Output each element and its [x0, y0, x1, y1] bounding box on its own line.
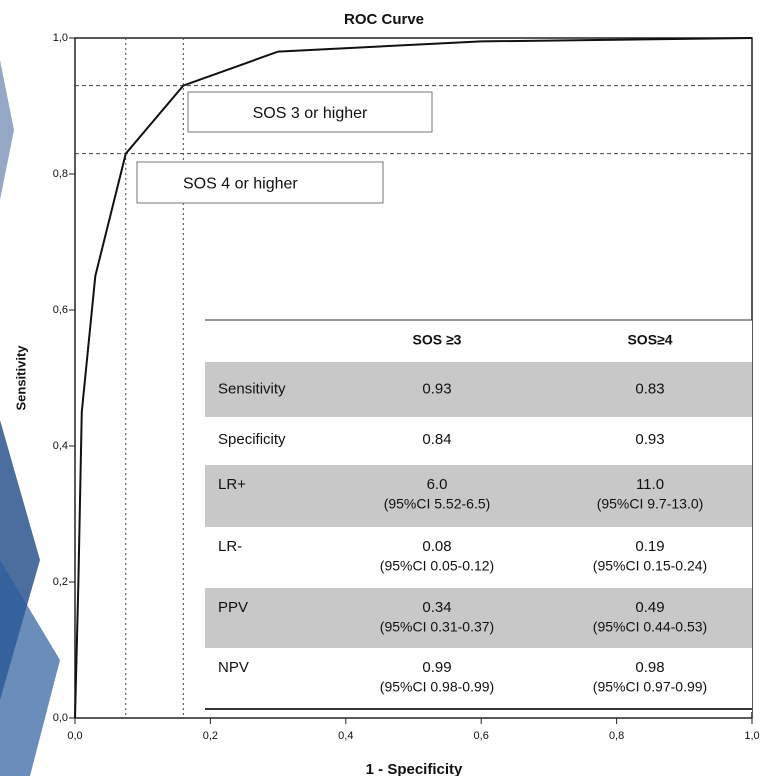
table-cell: (95%CI 9.7-13.0) [597, 496, 704, 512]
table-header: SOS≥4 [627, 332, 672, 348]
table-header: SOS ≥3 [413, 332, 462, 348]
row-label: LR- [218, 538, 242, 555]
table-cell: 0.34 [422, 599, 451, 616]
table-cell: 0.83 [635, 380, 664, 397]
y-tick-label: 0,6 [53, 304, 68, 316]
table-cell: 0.19 [635, 538, 664, 555]
x-tick-label: 1,0 [744, 730, 759, 742]
table-cell: (95%CI 0.98-0.99) [380, 679, 494, 695]
table-row-bg [205, 362, 752, 417]
decoration [0, 560, 60, 776]
table-cell: 0.49 [635, 599, 664, 616]
table-row-bg [205, 465, 752, 527]
y-tick-label: 0,0 [53, 712, 68, 724]
table-cell: 0.93 [422, 380, 451, 397]
table-row-bg [205, 588, 752, 648]
y-tick-label: 0,8 [53, 168, 68, 180]
table-cell: (95%CI 0.05-0.12) [380, 558, 494, 574]
y-tick-label: 0,4 [53, 440, 68, 452]
row-label: Specificity [218, 431, 286, 448]
table-cell: 0.84 [422, 431, 451, 448]
row-label: Sensitivity [218, 380, 286, 397]
row-label: LR+ [218, 476, 246, 493]
annotation: SOS 3 or higher [253, 105, 368, 122]
x-tick-label: 0,4 [338, 730, 353, 742]
table-cell: 6.0 [427, 476, 448, 493]
y-axis-label: Sensitivity [13, 345, 28, 411]
table-cell: (95%CI 0.15-0.24) [593, 558, 707, 574]
table-cell: (95%CI 0.31-0.37) [380, 619, 494, 635]
table-cell: 0.98 [635, 659, 664, 676]
y-tick-label: 0,2 [53, 576, 68, 588]
x-tick-label: 0,6 [474, 730, 489, 742]
roc-curve [74, 37, 753, 719]
table-cell: (95%CI 5.52-6.5) [384, 496, 491, 512]
annotation-box [136, 161, 384, 204]
x-tick-label: 0,8 [609, 730, 624, 742]
table-cell: 0.93 [635, 431, 664, 448]
table-cell: 0.08 [422, 538, 451, 555]
x-tick-label: 0,2 [203, 730, 218, 742]
y-tick-label: 1,0 [53, 32, 68, 44]
row-label: NPV [218, 659, 249, 676]
x-tick-label: 0,0 [67, 730, 82, 742]
table-cell: 11.0 [636, 476, 664, 493]
annotation-box [187, 91, 433, 133]
x-axis-label: 1 - Specificity [366, 761, 463, 776]
chart-title: ROC Curve [344, 11, 424, 28]
annotation: SOS 4 or higher [183, 176, 298, 193]
table-cell: (95%CI 0.44-0.53) [593, 619, 707, 635]
table-cell: 0.99 [422, 659, 451, 676]
decoration [0, 60, 14, 200]
row-label: PPV [218, 599, 248, 616]
table-cell: (95%CI 0.97-0.99) [593, 679, 707, 695]
